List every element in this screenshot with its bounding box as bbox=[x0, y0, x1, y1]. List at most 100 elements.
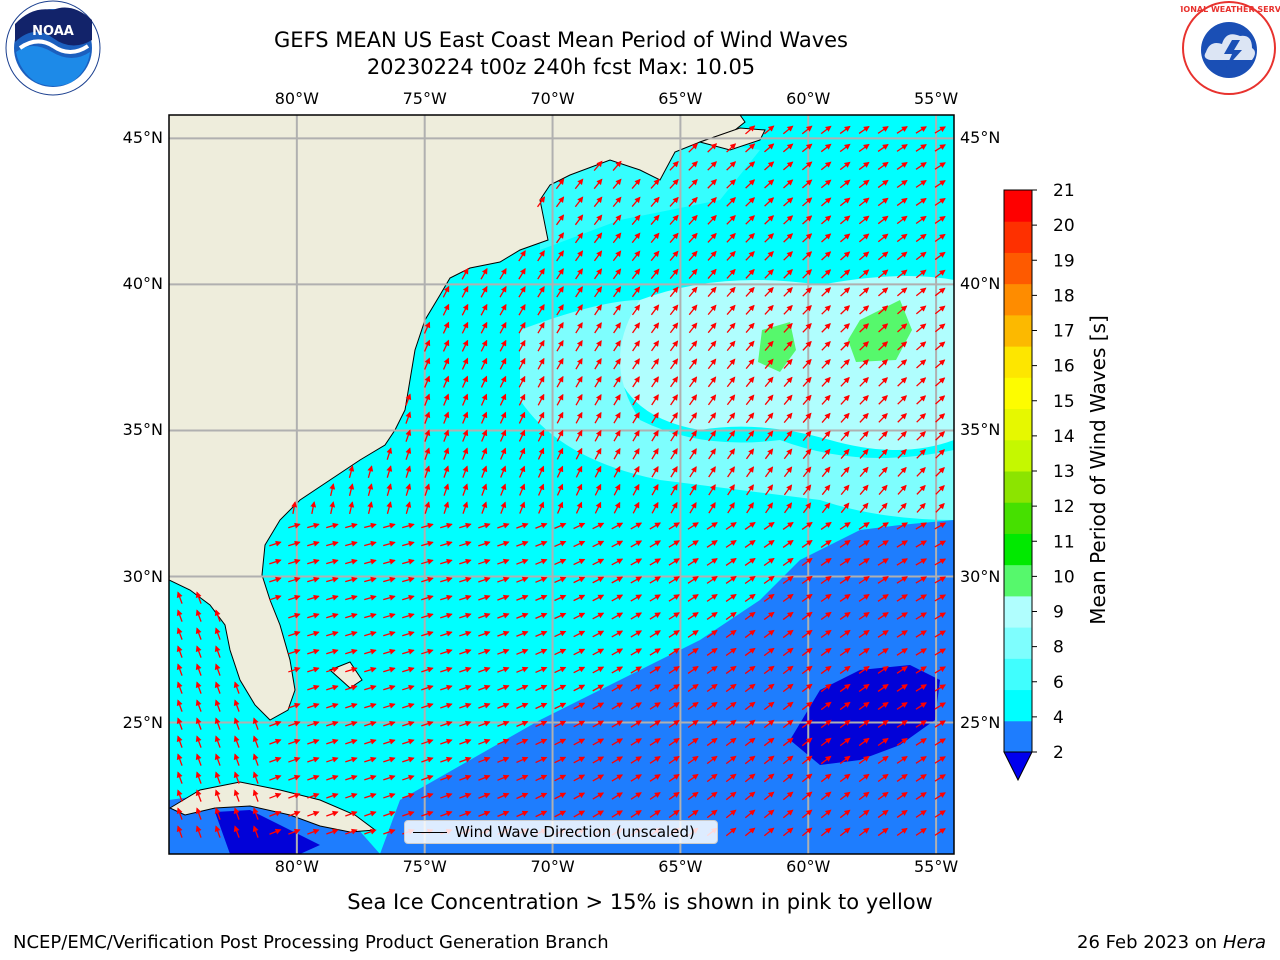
wave-direction-arrow bbox=[706, 665, 718, 675]
wave-direction-arrow bbox=[459, 594, 472, 601]
wave-direction-arrow bbox=[783, 233, 794, 243]
wave-direction-arrow bbox=[896, 251, 908, 261]
wave-direction-arrow bbox=[537, 286, 545, 298]
wave-direction-arrow bbox=[840, 305, 851, 315]
wave-direction-arrow bbox=[500, 483, 507, 496]
wave-direction-arrow bbox=[611, 540, 624, 548]
wave-direction-arrow bbox=[383, 612, 396, 619]
wave-direction-arrow bbox=[516, 522, 529, 529]
wave-direction-arrow bbox=[649, 522, 662, 530]
wave-direction-arrow bbox=[877, 251, 889, 261]
wave-direction-arrow bbox=[916, 359, 927, 369]
wave-direction-arrow bbox=[783, 484, 793, 496]
wave-direction-arrow bbox=[782, 683, 794, 693]
wave-direction-arrow bbox=[499, 375, 507, 388]
wave-direction-arrow bbox=[424, 501, 431, 514]
wave-direction-arrow bbox=[326, 720, 339, 727]
wave-direction-arrow bbox=[291, 501, 298, 515]
wave-direction-arrow bbox=[650, 178, 660, 189]
wave-direction-arrow bbox=[459, 684, 472, 691]
wave-direction-arrow bbox=[573, 630, 586, 638]
wave-direction-arrow bbox=[687, 701, 699, 710]
wave-direction-arrow bbox=[688, 143, 698, 153]
wave-direction-arrow bbox=[442, 285, 450, 298]
wave-direction-arrow bbox=[916, 377, 927, 387]
wave-direction-arrow bbox=[725, 593, 737, 602]
wave-direction-arrow bbox=[687, 522, 699, 530]
wave-direction-arrow bbox=[269, 540, 282, 547]
wave-direction-arrow bbox=[934, 522, 947, 530]
wave-direction-arrow bbox=[593, 196, 603, 208]
north-america-land bbox=[169, 115, 746, 721]
wave-direction-arrow bbox=[499, 357, 507, 370]
wave-direction-arrow bbox=[858, 179, 870, 189]
colorbar-segment bbox=[1004, 221, 1032, 253]
wave-direction-arrow bbox=[288, 594, 301, 601]
wave-direction-arrow bbox=[877, 540, 889, 548]
wave-direction-arrow bbox=[442, 339, 450, 352]
wave-direction-arrow bbox=[574, 196, 584, 208]
wave-direction-arrow bbox=[556, 357, 564, 370]
wave-direction-arrow bbox=[745, 394, 755, 406]
wave-direction-arrow bbox=[326, 522, 339, 529]
wave-direction-arrow bbox=[592, 630, 605, 638]
wave-direction-arrow bbox=[554, 522, 567, 529]
wave-direction-arrow bbox=[877, 269, 889, 279]
wave-direction-arrow bbox=[840, 430, 850, 441]
wave-direction-arrow bbox=[897, 448, 907, 459]
wave-direction-arrow bbox=[424, 465, 431, 478]
wave-direction-arrow bbox=[176, 717, 183, 730]
wave-direction-arrow bbox=[859, 287, 870, 297]
wave-direction-arrow bbox=[896, 197, 908, 207]
wave-direction-arrow bbox=[402, 666, 415, 673]
wave-direction-arrow bbox=[594, 501, 602, 514]
wave-direction-arrow bbox=[915, 558, 928, 566]
wave-direction-arrow bbox=[726, 304, 736, 315]
wave-direction-arrow bbox=[707, 412, 717, 424]
wave-direction-arrow bbox=[878, 430, 888, 441]
wave-direction-arrow bbox=[897, 466, 907, 477]
lat-tick-left: 35°N bbox=[122, 420, 163, 440]
wave-direction-arrow bbox=[611, 630, 624, 638]
wave-direction-arrow bbox=[386, 501, 393, 514]
wave-direction-arrow bbox=[821, 340, 831, 351]
wave-direction-arrow bbox=[687, 576, 699, 584]
wave-direction-arrow bbox=[575, 268, 583, 280]
wave-direction-arrow bbox=[195, 699, 202, 712]
wave-direction-arrow bbox=[689, 448, 697, 460]
wave-direction-arrow bbox=[630, 522, 643, 530]
wave-direction-arrow bbox=[915, 197, 927, 206]
wave-direction-arrow bbox=[840, 466, 850, 478]
wave-direction-arrow bbox=[668, 720, 680, 728]
wave-direction-arrow bbox=[326, 684, 339, 691]
wave-direction-arrow bbox=[820, 179, 832, 189]
wave-direction-arrow bbox=[592, 612, 605, 620]
wave-direction-arrow bbox=[915, 251, 927, 261]
wave-direction-arrow bbox=[592, 522, 605, 530]
wave-direction-arrow bbox=[497, 684, 510, 691]
footer-date-text: 26 Feb 2023 on bbox=[1077, 932, 1218, 953]
wave-direction-arrow bbox=[745, 430, 755, 442]
wave-direction-arrow bbox=[592, 540, 605, 548]
wave-direction-arrow bbox=[764, 322, 774, 333]
wave-direction-arrow bbox=[706, 719, 718, 729]
wave-direction-arrow bbox=[915, 144, 927, 152]
wave-direction-arrow bbox=[802, 179, 813, 189]
wave-direction-arrow bbox=[707, 161, 718, 171]
wave-direction-arrow bbox=[555, 214, 565, 226]
wave-direction-arrow bbox=[613, 304, 622, 316]
colorbar-tick-label: 2 bbox=[1053, 743, 1064, 763]
wave-direction-arrow bbox=[896, 612, 908, 620]
wave-direction-arrow bbox=[801, 665, 813, 675]
wave-direction-arrow bbox=[727, 502, 735, 514]
wave-direction-arrow bbox=[307, 666, 320, 673]
wave-direction-arrow bbox=[386, 465, 393, 478]
wave-direction-arrow bbox=[481, 447, 488, 460]
wave-direction-arrow bbox=[725, 575, 737, 584]
wave-direction-arrow bbox=[556, 465, 564, 478]
wave-direction-arrow bbox=[935, 484, 945, 495]
wave-direction-arrow bbox=[708, 502, 716, 514]
wave-direction-arrow bbox=[402, 540, 415, 547]
wave-direction-arrow bbox=[651, 447, 659, 460]
wave-direction-arrow bbox=[782, 593, 794, 603]
